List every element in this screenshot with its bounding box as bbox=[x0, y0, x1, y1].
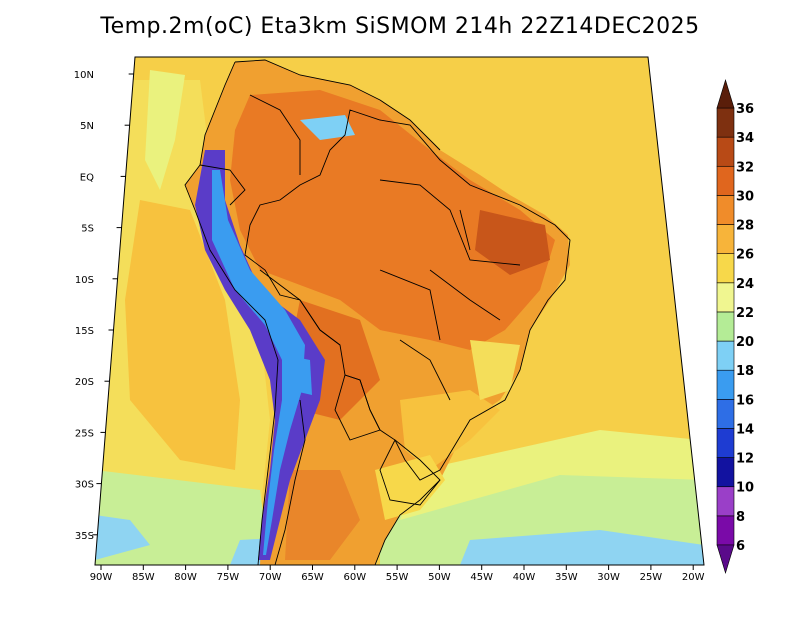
lat-tick-label: 20S bbox=[75, 377, 94, 388]
colorbar-label: 34 bbox=[736, 131, 754, 146]
colorbar-segment bbox=[716, 399, 735, 429]
colorbar-segment bbox=[716, 369, 735, 400]
brazil-state-lines bbox=[379, 179, 521, 401]
lon-tick-label: 80W bbox=[174, 572, 197, 583]
colorbar-segment bbox=[716, 282, 735, 313]
lon-tick-label: 20W bbox=[682, 572, 705, 583]
colorbar: 6 8 10 12 14 16 18 20 22 24 26 28 30 32 34 36 bbox=[716, 78, 754, 575]
andes-core bbox=[212, 170, 305, 555]
mild-uruguay bbox=[375, 455, 445, 520]
colorbar-label: 16 bbox=[736, 393, 754, 408]
northwest-cool-strip bbox=[145, 70, 185, 190]
lon-tick-label: 90W bbox=[90, 572, 113, 583]
colorbar-label: 36 bbox=[736, 102, 754, 117]
lon-tick-label: 55W bbox=[386, 572, 409, 583]
lon-tick-label: 50W bbox=[428, 572, 451, 583]
hot-patagonia bbox=[285, 470, 360, 560]
lat-tick-label: 35S bbox=[75, 531, 94, 542]
colorbar-label: 18 bbox=[736, 364, 754, 379]
argentina-chile-border bbox=[274, 399, 306, 565]
colorbar-segment bbox=[716, 253, 735, 284]
pacific-warm-band bbox=[125, 200, 240, 470]
lon-tick-label: 40W bbox=[513, 572, 536, 583]
colorbar-label: 8 bbox=[736, 510, 745, 525]
coastline-pacific bbox=[184, 61, 279, 565]
lat-tick-label: 10N bbox=[74, 70, 94, 81]
cooler-southeast bbox=[400, 390, 500, 470]
colorbar-label: 22 bbox=[736, 306, 754, 321]
lon-tick-label: 45W bbox=[470, 572, 493, 583]
colorbar-segment bbox=[716, 195, 735, 225]
ecuador-border bbox=[199, 164, 246, 206]
colorbar-label: 32 bbox=[736, 160, 754, 175]
map-domain bbox=[95, 57, 704, 565]
south-atlantic-mild-band bbox=[400, 430, 704, 520]
colorbar-segment bbox=[716, 428, 735, 458]
lon-tick-label: 75W bbox=[217, 572, 240, 583]
coastline-north bbox=[234, 59, 441, 151]
colorbar-segment bbox=[716, 340, 735, 371]
lon-tick-label: 65W bbox=[301, 572, 324, 583]
coastline-atlantic-south bbox=[374, 479, 441, 565]
far-south-cold-left bbox=[95, 515, 150, 560]
colorbar-segment bbox=[716, 107, 735, 138]
lon-tick-label: 70W bbox=[259, 572, 282, 583]
latitude-ticks: 10N 5N EQ 5S 10S 15S 20S 25S 30S 35S bbox=[74, 70, 134, 542]
colorbar-label: 14 bbox=[736, 422, 754, 437]
colorbar-segment bbox=[716, 165, 735, 196]
colorbar-label: 12 bbox=[736, 452, 754, 467]
lon-tick-label: 25W bbox=[640, 572, 663, 583]
colorbar-max-arrow bbox=[716, 78, 735, 109]
lon-tick-label: 30W bbox=[597, 572, 620, 583]
guiana-highlands-cool bbox=[300, 115, 355, 140]
far-south-cold-right bbox=[460, 530, 704, 565]
colorbar-label: 6 bbox=[736, 539, 745, 554]
lon-tick-label: 85W bbox=[132, 572, 155, 583]
colorbar-label: 30 bbox=[736, 189, 754, 204]
altiplano-lake bbox=[285, 355, 312, 395]
colorbar-label: 26 bbox=[736, 248, 754, 263]
lat-tick-label: 5N bbox=[80, 121, 94, 132]
lat-tick-label: 15S bbox=[75, 326, 94, 337]
lat-tick-label: 30S bbox=[75, 480, 94, 491]
cool-coastal-strip bbox=[470, 340, 520, 400]
longitude-ticks: 90W 85W 80W 75W 70W 65W 60W 55W 50W 45W 40W 35W 30W 2… bbox=[90, 565, 705, 583]
colorbar-label: 10 bbox=[736, 481, 754, 496]
paraguay-border bbox=[334, 374, 381, 441]
very-hot-northeast bbox=[475, 210, 550, 275]
lat-tick-label: 5S bbox=[81, 224, 94, 235]
hot-interior bbox=[230, 90, 555, 350]
colorbar-segment bbox=[716, 136, 735, 167]
colorbar-segment bbox=[716, 311, 735, 342]
colombia-venezuela-border bbox=[249, 94, 301, 175]
colorbar-label: 24 bbox=[736, 277, 754, 292]
country-borders bbox=[184, 59, 571, 565]
peru-bolivia-border bbox=[259, 269, 341, 346]
map-frame bbox=[94, 56, 705, 566]
lat-tick-label: 10S bbox=[75, 275, 94, 286]
map-title: Temp.2m(oC) Eta3km SiSMOM 214h 22Z14DEC2… bbox=[100, 14, 700, 39]
colorbar-min-arrow bbox=[716, 544, 735, 575]
colorbar-segment bbox=[716, 224, 735, 254]
colorbar-label: 20 bbox=[736, 335, 754, 350]
colorbar-label: 28 bbox=[736, 219, 754, 234]
colorbar-segment bbox=[716, 457, 735, 488]
colorbar-segment bbox=[716, 486, 735, 517]
lat-tick-label: 25S bbox=[75, 428, 94, 439]
uruguay-border bbox=[379, 439, 441, 506]
lon-tick-label: 35W bbox=[555, 572, 578, 583]
colorbar-segment bbox=[716, 515, 735, 546]
lon-tick-label: 60W bbox=[343, 572, 366, 583]
lat-tick-label: EQ bbox=[80, 172, 94, 183]
